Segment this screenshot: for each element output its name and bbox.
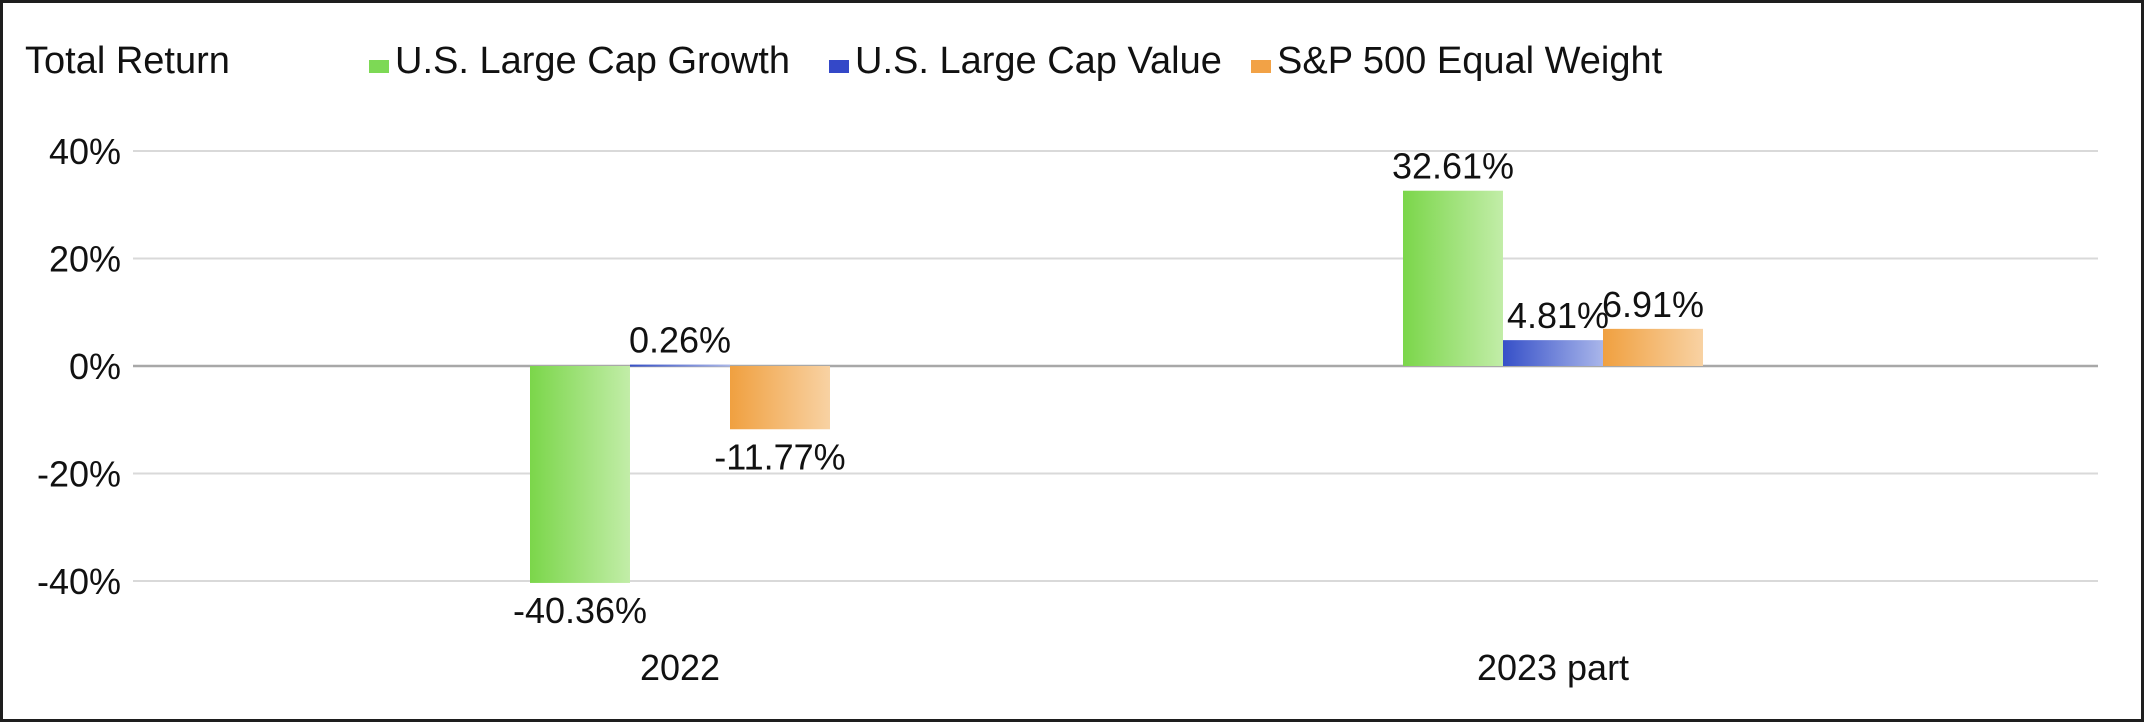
bar-s-p-500-equal-weight-2023-part xyxy=(1603,328,1703,366)
bars xyxy=(530,190,1703,583)
bar-u-s-large-cap-growth-2023-part xyxy=(1403,190,1503,366)
gridlines xyxy=(133,150,2098,582)
legend-label: U.S. Large Cap Value xyxy=(855,40,1222,82)
legend-item-u-s-large-cap-growth: U.S. Large Cap Growth xyxy=(369,40,790,82)
y-tick-label: 0% xyxy=(69,346,121,387)
legend-swatch xyxy=(829,60,849,73)
data-label: 32.61% xyxy=(1392,146,1514,187)
legend-label: S&P 500 Equal Weight xyxy=(1277,40,1663,82)
bar-u-s-large-cap-growth-2022 xyxy=(530,366,630,583)
x-tick-label: 2023 part xyxy=(1477,647,1629,688)
data-labels: -40.36% 0.26% -11.77% 32.61% 4.81%6.91% xyxy=(513,146,1704,631)
bar-u-s-large-cap-value-2022 xyxy=(630,364,730,367)
legend-swatch xyxy=(1251,60,1271,73)
legend-swatch xyxy=(369,60,389,73)
x-tick-label: 2022 xyxy=(640,647,720,688)
chart-frame: Total Return U.S. Large Cap Growth U.S. L… xyxy=(3,3,2141,719)
data-label: -40.36% xyxy=(513,590,647,631)
bar-u-s-large-cap-value-2023-part xyxy=(1503,340,1603,366)
legend-item-u-s-large-cap-value: U.S. Large Cap Value xyxy=(829,40,1222,82)
data-label: 0.26% xyxy=(629,320,731,361)
y-tick-label: 40% xyxy=(49,131,121,172)
y-axis: 40% 20% 0% -20% -40% xyxy=(37,131,121,602)
chart-title: Total Return xyxy=(25,40,230,82)
x-axis: 2022 2023 part xyxy=(640,647,1629,688)
y-tick-label: -20% xyxy=(37,454,121,495)
legend-item-s-p-500-equal-weight: S&P 500 Equal Weight xyxy=(1251,40,1663,82)
data-label: 6.91% xyxy=(1602,284,1704,325)
y-tick-label: 20% xyxy=(49,239,121,280)
bar-chart: Total Return U.S. Large Cap Growth U.S. L… xyxy=(25,40,2098,688)
data-label: -11.77% xyxy=(714,436,845,477)
legend-label: U.S. Large Cap Growth xyxy=(395,40,790,82)
legend: U.S. Large Cap Growth U.S. Large Cap Valu… xyxy=(369,40,1663,82)
y-tick-label: -40% xyxy=(37,561,121,602)
bar-s-p-500-equal-weight-2022 xyxy=(730,366,830,430)
data-label: 4.81% xyxy=(1507,295,1609,336)
